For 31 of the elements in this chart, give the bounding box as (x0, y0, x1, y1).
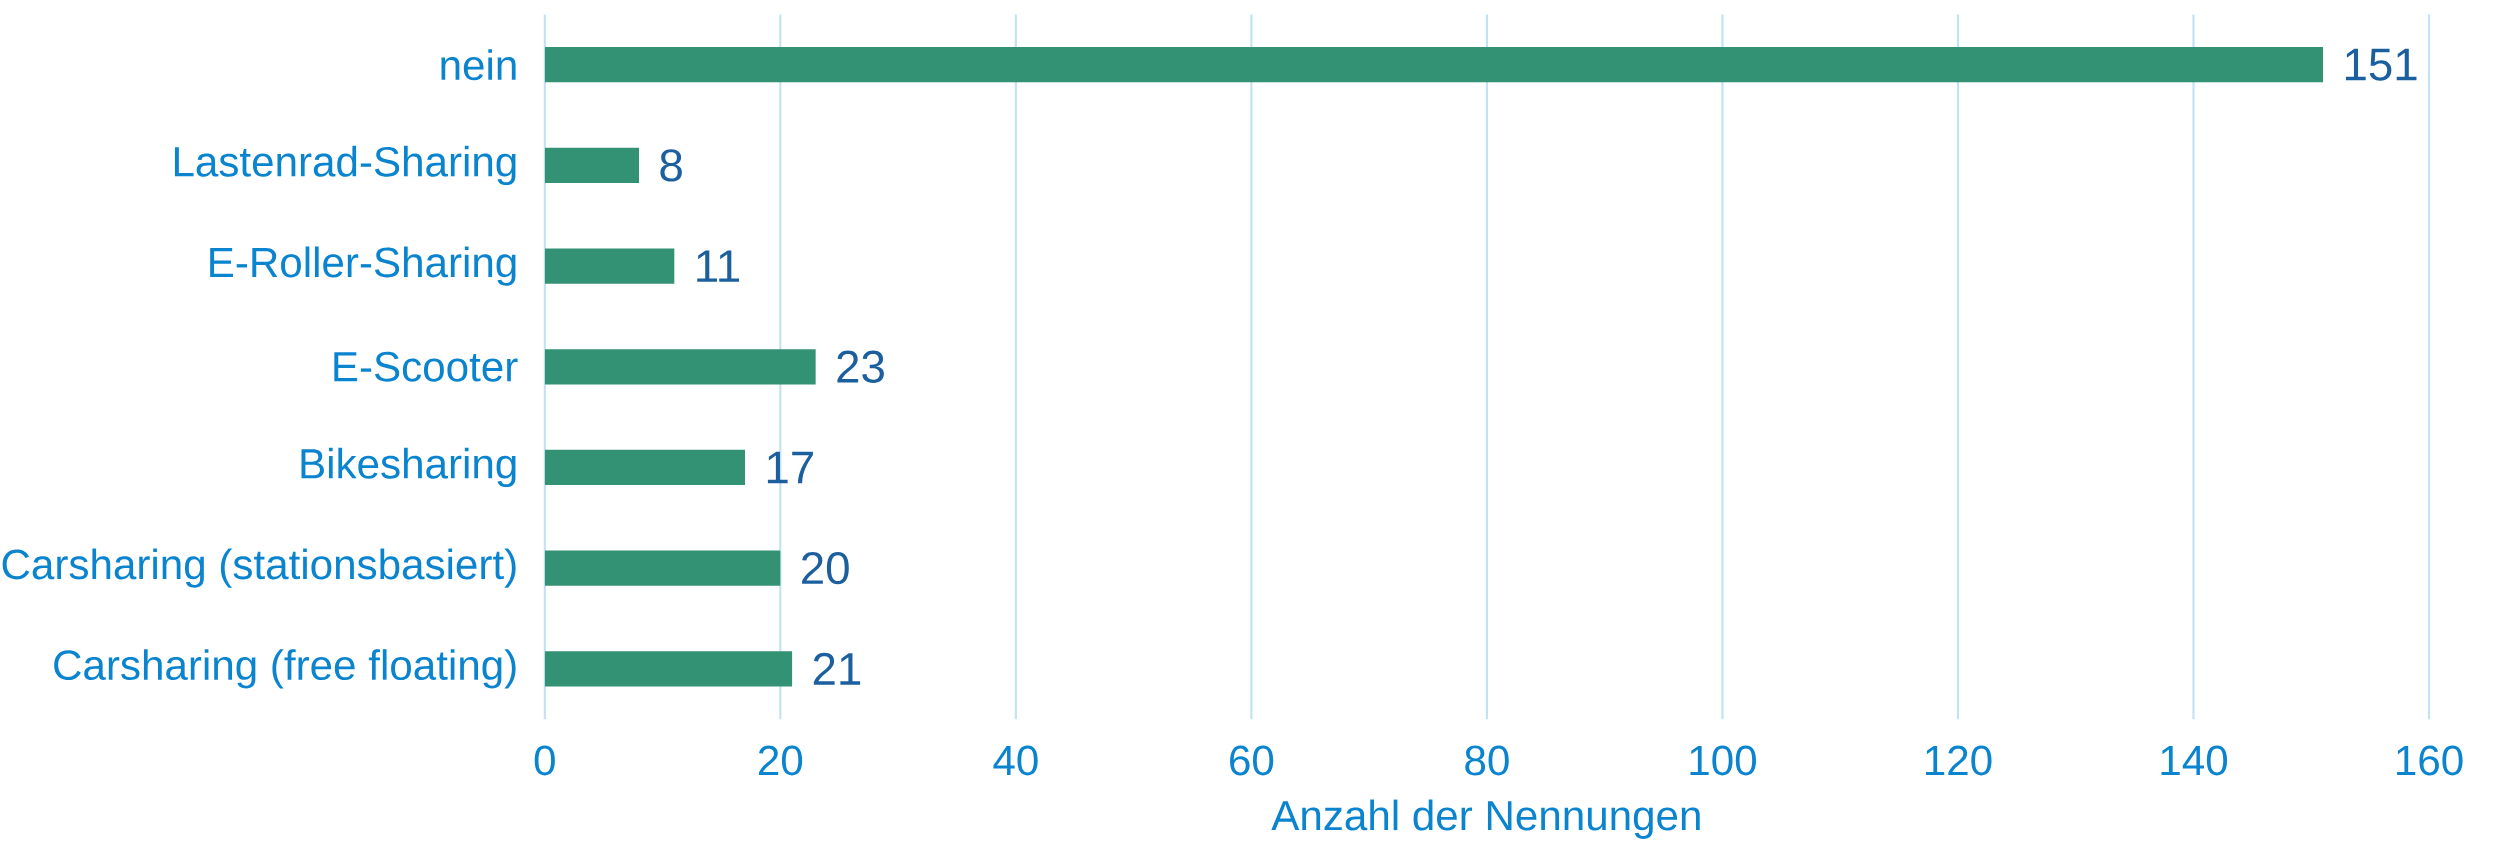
data-label: 21 (813, 652, 861, 685)
x-tick-label: 100 (1690, 745, 1756, 776)
data-label: 151 (2345, 48, 2417, 81)
x-tick-label: 120 (1926, 745, 1992, 776)
y-tick-label: Carsharing (free floating) (54, 649, 516, 689)
data-label: 17 (767, 451, 813, 484)
bar (544, 349, 816, 385)
bar (544, 449, 745, 486)
y-tick-label: nein (441, 49, 516, 81)
data-label: 23 (837, 350, 884, 383)
x-axis-title: Anzahl der Nennungen (1271, 799, 1700, 839)
x-tick-label: 140 (2161, 745, 2228, 776)
x-tick-label: 0 (534, 745, 555, 776)
y-tick-label: E-Roller-Sharing (210, 246, 516, 286)
x-tick-label: 80 (1465, 745, 1509, 776)
data-label: 8 (660, 149, 682, 182)
y-tick-label: Lastenrad-Sharing (174, 145, 516, 186)
data-label: 11 (697, 250, 739, 282)
y-tick-label: E-Scooter (334, 351, 518, 382)
bar (544, 248, 675, 284)
bar (544, 147, 639, 184)
x-tick-label: 160 (2397, 745, 2463, 776)
x-tick-label: 40 (993, 745, 1038, 776)
bar (544, 550, 781, 586)
y-tick-label: Bikesharing (301, 447, 516, 488)
data-label: 20 (802, 551, 849, 585)
x-tick-label: 20 (758, 745, 803, 776)
bar (544, 47, 2324, 83)
x-tick-label: 60 (1230, 745, 1274, 776)
bar (544, 651, 793, 687)
y-tick-label: Carsharing (stationsbasiert) (2, 548, 516, 588)
